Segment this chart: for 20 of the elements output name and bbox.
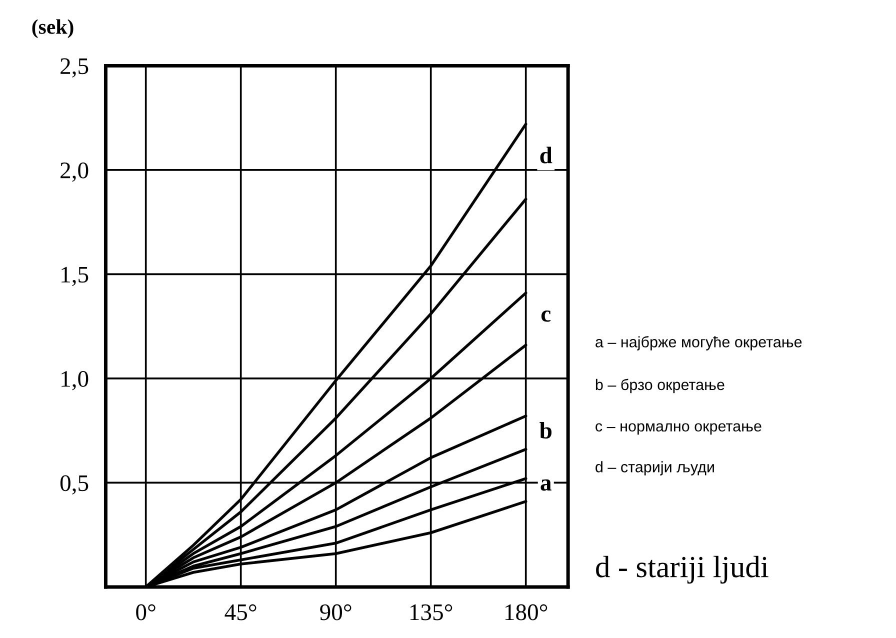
y-tick-label: 2,0 xyxy=(60,162,88,182)
y-tick-label: 1,5 xyxy=(62,266,88,286)
y-tick-label: 0,5 xyxy=(60,475,88,495)
text: d - stariji ljudi xyxy=(596,556,768,584)
annotation: b xyxy=(540,422,552,439)
text: d – старији људи xyxy=(596,461,714,476)
x-tick-label: 135° xyxy=(410,604,452,620)
x-tick-label: 90° xyxy=(320,604,352,620)
text: a – најбрже могуће окретање xyxy=(596,336,802,350)
y-axis-title: (sek) xyxy=(32,19,74,38)
annotation: d xyxy=(540,146,552,164)
annotation: a xyxy=(540,479,552,491)
y-tick-label: 1,0 xyxy=(62,370,88,390)
x-tick-label: 180° xyxy=(505,604,548,620)
y-tick-label: 2,5 xyxy=(60,58,88,78)
x-tick-label: 0° xyxy=(136,604,156,620)
text: b – брзо окретање xyxy=(596,378,724,394)
text: c – нормално окретање xyxy=(596,423,762,435)
annotation: c xyxy=(541,310,551,322)
x-tick-label: 45° xyxy=(224,604,256,620)
